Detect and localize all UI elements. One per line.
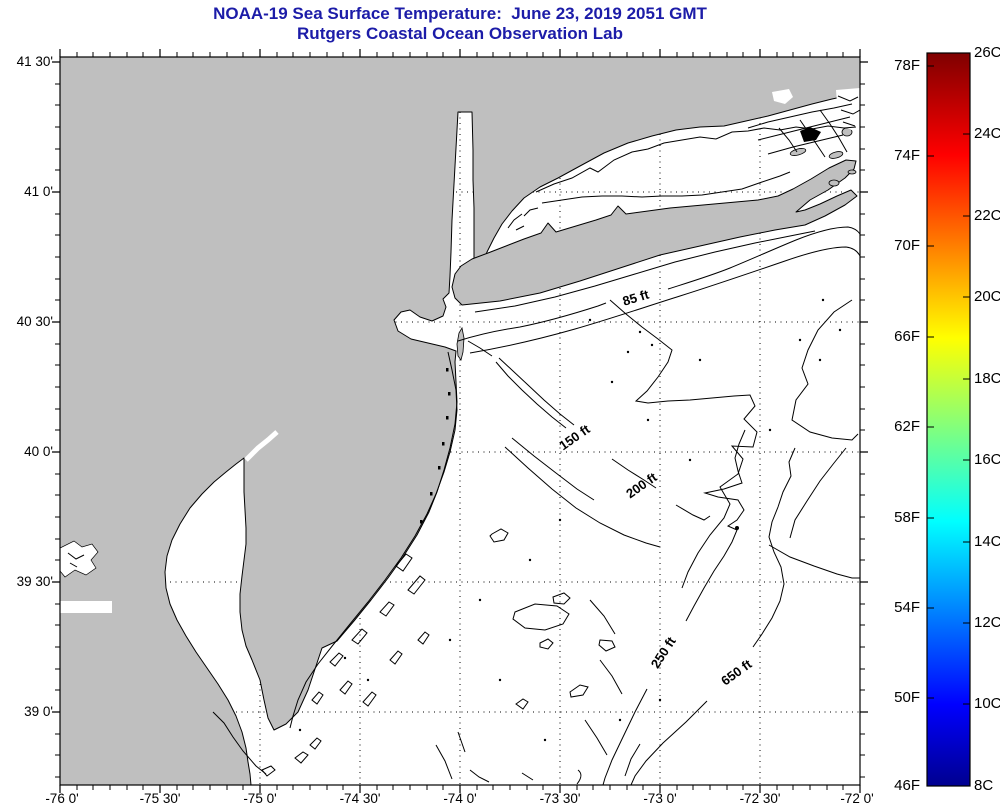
- nj-nearshore-contour: [289, 351, 458, 729]
- colorbar-f-label: 78F: [894, 57, 920, 74]
- figure-subtitle: Rutgers Coastal Ocean Observation Lab: [297, 24, 623, 43]
- colorbar-c-label: 24C: [974, 125, 1000, 142]
- colorbar-c-label: 14C: [974, 533, 1000, 550]
- x-axis-tick-label: -75 0': [243, 791, 276, 806]
- y-axis-tick-label: 39 30': [17, 574, 53, 589]
- y-axis-labels: 41 30' 41 0' 40 30' 40 0' 39 30' 39 0': [17, 54, 53, 719]
- temperature-colorbar: 78F 74F 70F 66F 62F 58F 54F 50F 46F 26C …: [894, 44, 1000, 794]
- colorbar-c-label: 16C: [974, 451, 1000, 468]
- colorbar-fahrenheit-labels: 78F 74F 70F 66F 62F 58F 54F 50F 46F: [894, 57, 920, 794]
- x-axis-tick-label: -76 0': [45, 791, 78, 806]
- y-axis-tick-label: 41 0': [24, 184, 53, 199]
- shelf-edge-east: [768, 544, 860, 579]
- x-axis-labels: -76 0' -75 30' -75 0' -74 30' -74 0' -73…: [45, 791, 873, 806]
- connecticut-coast-inlet: [772, 89, 793, 104]
- 250ft-contour: [602, 429, 746, 785]
- long-island-sound-contour-2: [541, 171, 791, 204]
- colorbar-f-label: 70F: [894, 237, 920, 254]
- 85ft-contour: [457, 226, 860, 342]
- colorbar-c-label: 22C: [974, 207, 1000, 224]
- mainland-land: [60, 57, 860, 785]
- colorbar-f-label: 54F: [894, 599, 920, 616]
- offshore-islands: [789, 127, 857, 187]
- colorbar-f-label: 58F: [894, 509, 920, 526]
- x-axis-tick-label: -73 0': [643, 791, 676, 806]
- long-island-land: [451, 159, 858, 306]
- x-axis-tick-label: -74 0': [443, 791, 476, 806]
- colorbar-c-label: 20C: [974, 288, 1000, 305]
- colorbar-gradient: [926, 52, 971, 787]
- axis-minor-ticks: [55, 52, 865, 790]
- li-barrier-line: [474, 230, 816, 313]
- colorbar-c-label: 12C: [974, 614, 1000, 631]
- delaware-river: [244, 430, 279, 462]
- y-axis-tick-label: 40 0': [24, 444, 53, 459]
- delaware-bay-channel: [212, 711, 267, 775]
- bathymetry-contours: [67, 95, 860, 785]
- upper-chesapeake-water: [60, 540, 99, 578]
- figure-title: NOAA-19 Sea Surface Temperature: June 23…: [213, 4, 707, 23]
- colorbar-c-label: 18C: [974, 370, 1000, 387]
- colorbar-c-label: 26C: [974, 44, 1000, 61]
- y-axis-tick-label: 39 0': [24, 704, 53, 719]
- x-axis-tick-label: -72 0': [840, 791, 873, 806]
- chesapeake-arm-water: [60, 601, 112, 613]
- colorbar-f-label: 74F: [894, 147, 920, 164]
- delmarva-shoal-ridges: [261, 553, 430, 777]
- contour-speckles: [67, 127, 842, 742]
- mid-shelf-small-loops: [489, 528, 616, 710]
- colorbar-ticks: [927, 65, 970, 705]
- canyon-south-wall: [504, 446, 661, 548]
- colorbar-f-label: 62F: [894, 418, 920, 435]
- x-axis-tick-label: -73 30': [540, 791, 581, 806]
- sandy-hook-spit: [456, 326, 465, 361]
- 650ft-contour: [630, 447, 796, 785]
- shelf-contour: [469, 246, 860, 354]
- y-axis-tick-label: 40 30': [17, 314, 53, 329]
- colorbar-c-label: 8C: [974, 777, 993, 794]
- colorbar-f-label: 66F: [894, 328, 920, 345]
- mid-shelf-meander: [609, 299, 758, 589]
- x-axis-tick-label: -75 30': [140, 791, 181, 806]
- axis-major-ticks: [52, 49, 868, 793]
- colorbar-f-label: 50F: [894, 689, 920, 706]
- x-axis-tick-label: -74 30': [340, 791, 381, 806]
- colorbar-f-label: 46F: [894, 777, 920, 794]
- east-shelf-meander: [789, 299, 859, 539]
- colorbar-celsius-labels: 26C 24C 22C 20C 18C 16C 14C 12C 10C 8C: [974, 44, 1000, 794]
- x-axis-tick-label: -72 30': [740, 791, 781, 806]
- colorbar-c-label: 10C: [974, 695, 1000, 712]
- hudson-shelf-valley-150ft: [467, 340, 657, 489]
- east-river-scribble: [507, 207, 539, 231]
- lower-shelf-lines: [435, 599, 641, 785]
- y-axis-tick-label: 41 30': [17, 54, 53, 69]
- 200ft-contour: [511, 437, 711, 521]
